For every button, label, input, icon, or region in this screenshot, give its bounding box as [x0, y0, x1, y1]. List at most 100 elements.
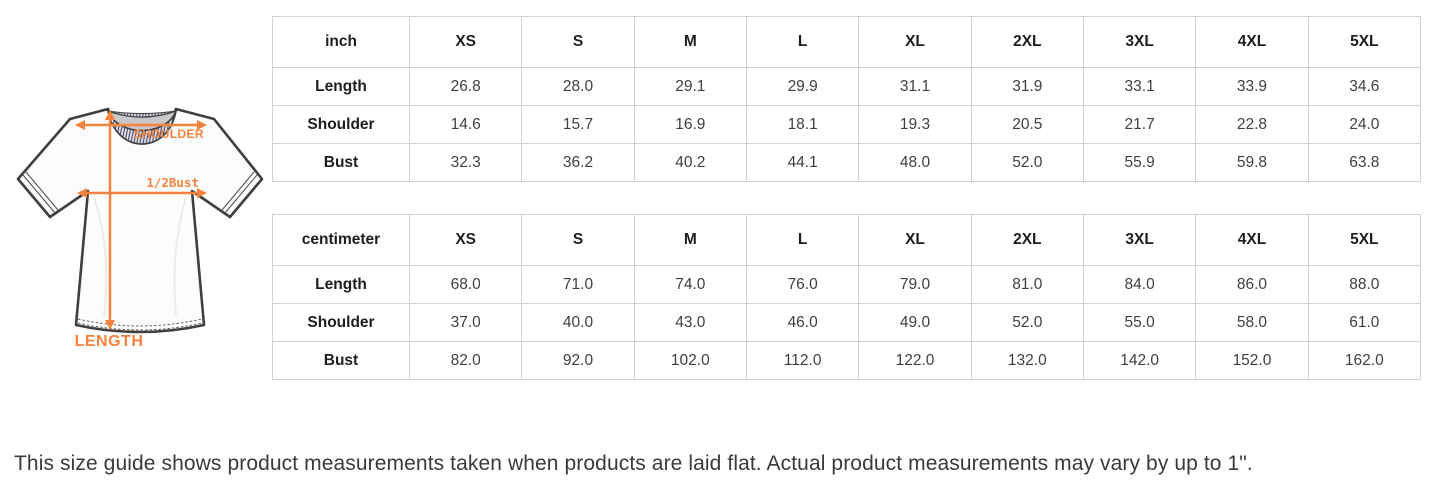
length-label: LENGTH [75, 333, 144, 350]
size-column-header: 4XL [1195, 214, 1309, 266]
size-guide-note: This size guide shows product measuremen… [14, 452, 1253, 475]
size-column-header: 2XL [970, 214, 1084, 266]
measurement-label: Bust [272, 341, 410, 380]
unit-header: centimeter [272, 214, 410, 266]
measurement-cell: 37.0 [408, 303, 523, 342]
measurement-cell: 63.8 [1307, 143, 1422, 182]
size-column-header: L [745, 16, 860, 68]
measurement-cell: 82.0 [408, 341, 523, 380]
measurement-cell: 31.9 [970, 67, 1084, 106]
measurement-cell: 86.0 [1195, 265, 1309, 304]
measurement-cell: 22.8 [1195, 105, 1309, 144]
measurement-label: Length [272, 67, 410, 106]
measurement-cell: 15.7 [521, 105, 635, 144]
measurement-cell: 132.0 [970, 341, 1084, 380]
size-column-header: 3XL [1082, 214, 1197, 266]
measurement-cell: 14.6 [408, 105, 523, 144]
measurement-cell: 102.0 [633, 341, 747, 380]
size-column-header: S [521, 214, 635, 266]
length-arrowhead-top [105, 110, 115, 120]
size-column-header: XS [408, 16, 523, 68]
measurement-cell: 81.0 [970, 265, 1084, 304]
size-table-centimeter: centimeter XS S M L XL 2XL 3XL 4XL 5XL Length 68.0 7… [272, 214, 1422, 380]
size-column-header: L [745, 214, 860, 266]
measurement-cell: 58.0 [1195, 303, 1309, 342]
measurement-cell: 20.5 [970, 105, 1084, 144]
size-table-header-row: centimeter XS S M L XL 2XL 3XL 4XL 5XL [272, 214, 1422, 266]
sleeve-seam-left [22, 171, 59, 214]
measurement-cell: 52.0 [970, 303, 1084, 342]
measurement-cell: 33.9 [1195, 67, 1309, 106]
measurement-cell: 26.8 [408, 67, 523, 106]
measurement-cell: 44.1 [745, 143, 860, 182]
measurement-row: Bust 32.3 36.2 40.2 44.1 48.0 52.0 55.9 59.8 63.8 [272, 143, 1422, 182]
measurement-label: Shoulder [272, 303, 410, 342]
measurement-cell: 79.0 [858, 265, 972, 304]
shoulder-label: SHOULDER [133, 127, 204, 141]
measurement-cell: 152.0 [1195, 341, 1309, 380]
shoulder-arrowhead-left [75, 120, 85, 130]
measurement-cell: 46.0 [745, 303, 860, 342]
measurement-cell: 34.6 [1307, 67, 1422, 106]
size-column-header: 5XL [1307, 214, 1422, 266]
measurement-cell: 55.9 [1082, 143, 1197, 182]
measurement-cell: 29.1 [633, 67, 747, 106]
measurement-cell: 24.0 [1307, 105, 1422, 144]
measurement-row: Length 26.8 28.0 29.1 29.9 31.1 31.9 33.1 33.9 34… [272, 67, 1422, 106]
measurement-cell: 162.0 [1307, 341, 1422, 380]
measurement-cell: 48.0 [858, 143, 972, 182]
size-column-header: 4XL [1195, 16, 1309, 68]
measurement-cell: 74.0 [633, 265, 747, 304]
body-crease-right [173, 196, 187, 316]
tshirt-diagram-svg: SHOULDER 1/2Bust LENGTH [16, 107, 264, 350]
size-column-header: S [521, 16, 635, 68]
measurement-cell: 49.0 [858, 303, 972, 342]
measurement-cell: 55.0 [1082, 303, 1197, 342]
size-column-header: 2XL [970, 16, 1084, 68]
measurement-cell: 142.0 [1082, 341, 1197, 380]
half-bust-arrowhead-left [77, 188, 87, 198]
shoulder-arrowhead-right [197, 120, 207, 130]
measurement-label: Length [272, 265, 410, 304]
unit-header: inch [272, 16, 410, 68]
size-tables: inch XS S M L XL 2XL 3XL 4XL 5XL Length 26.8 28.0 29.… [272, 16, 1422, 380]
half-bust-arrowhead-right [197, 188, 207, 198]
size-table-header-row: inch XS S M L XL 2XL 3XL 4XL 5XL [272, 16, 1422, 68]
measurement-cell: 31.1 [858, 67, 972, 106]
measurement-cell: 16.9 [633, 105, 747, 144]
measurement-label: Shoulder [272, 105, 410, 144]
half-bust-label: 1/2Bust [146, 175, 199, 190]
measurement-cell: 19.3 [858, 105, 972, 144]
measurement-row: Bust 82.0 92.0 102.0 112.0 122.0 132.0 142.0 152… [272, 341, 1422, 380]
measurement-cell: 68.0 [408, 265, 523, 304]
measurement-cell: 112.0 [745, 341, 860, 380]
measurement-cell: 36.2 [521, 143, 635, 182]
body-crease-left [93, 196, 108, 316]
measurement-cell: 76.0 [745, 265, 860, 304]
size-table-inch: inch XS S M L XL 2XL 3XL 4XL 5XL Length 26.8 28.0 29.… [272, 16, 1422, 182]
measurement-row: Shoulder 37.0 40.0 43.0 46.0 49.0 52.0 55.0 58.0… [272, 303, 1422, 342]
size-column-header: XL [858, 16, 972, 68]
measurement-cell: 84.0 [1082, 265, 1197, 304]
measurement-cell: 32.3 [408, 143, 523, 182]
sleeve-seam-right [221, 171, 258, 214]
measurement-cell: 43.0 [633, 303, 747, 342]
measurement-cell: 29.9 [745, 67, 860, 106]
size-column-header: M [633, 214, 747, 266]
measurement-cell: 71.0 [521, 265, 635, 304]
measurement-cell: 33.1 [1082, 67, 1197, 106]
measurement-cell: 28.0 [521, 67, 635, 106]
size-column-header: M [633, 16, 747, 68]
measurement-cell: 88.0 [1307, 265, 1422, 304]
size-column-header: 5XL [1307, 16, 1422, 68]
measurement-cell: 40.2 [633, 143, 747, 182]
measurement-cell: 40.0 [521, 303, 635, 342]
measurement-row: Length 68.0 71.0 74.0 76.0 79.0 81.0 84.0 86.0 88… [272, 265, 1422, 304]
measurement-cell: 18.1 [745, 105, 860, 144]
collar-back-rib [107, 110, 177, 118]
hem-stitching [77, 318, 203, 331]
measurement-cell: 59.8 [1195, 143, 1309, 182]
length-arrowhead-bottom [105, 320, 115, 330]
measurement-cell: 122.0 [858, 341, 972, 380]
measurement-cell: 92.0 [521, 341, 635, 380]
